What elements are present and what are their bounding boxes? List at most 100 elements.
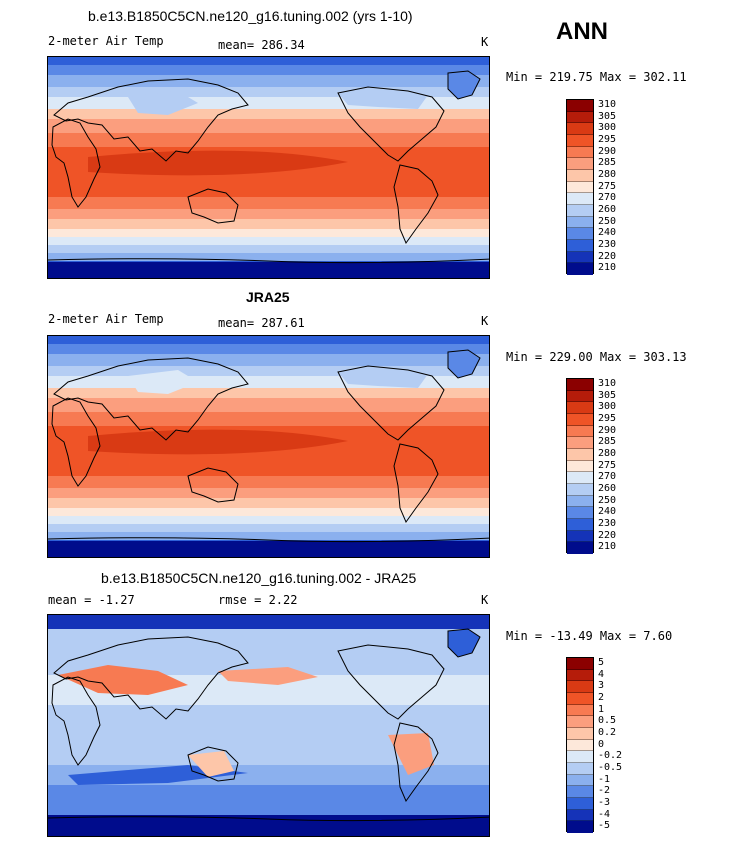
coastline-samerica xyxy=(393,722,439,803)
panel-obs-minmax: Min = 229.00 Max = 303.13 xyxy=(506,350,687,364)
colorbar-swatch xyxy=(567,821,593,833)
colorbar-swatch xyxy=(567,483,593,496)
coastline-antarctica xyxy=(48,258,489,264)
colorbar-swatch xyxy=(567,530,593,543)
colorbar-tick-label: 280 xyxy=(598,447,617,459)
colorbar-swatch xyxy=(567,716,593,728)
coastline-namerica xyxy=(337,644,445,720)
colorbar-tick-label: 0.5 xyxy=(598,715,617,727)
colorbar-swatch xyxy=(567,425,593,438)
colorbar-swatch xyxy=(567,100,593,112)
contour-band xyxy=(48,197,489,209)
colorbar-tick-label: 270 xyxy=(598,471,617,483)
contour-band xyxy=(48,615,489,629)
contour-band xyxy=(48,785,489,815)
contour-region xyxy=(338,87,428,109)
colorbar-swatch xyxy=(567,495,593,508)
contour-band xyxy=(48,229,489,237)
contour-band xyxy=(48,87,489,97)
colorbar-tick-label: 0 xyxy=(598,738,605,750)
coastline-eurasia xyxy=(53,78,249,162)
colorbar-tick-label: 220 xyxy=(598,529,617,541)
colorbar-tick-label: 285 xyxy=(598,157,617,169)
colorbar-tick-label: 295 xyxy=(598,412,617,424)
colorbar-tick-label: 220 xyxy=(598,250,617,262)
panel-obs-title: JRA25 xyxy=(246,289,290,305)
contour-band xyxy=(48,815,489,836)
colorbar-swatch xyxy=(567,681,593,693)
colorbar-tick-label: 305 xyxy=(598,389,617,401)
coastline-namerica xyxy=(337,365,445,441)
colorbar-tick-label: 260 xyxy=(598,203,617,215)
colorbar-tick-label: 275 xyxy=(598,180,617,192)
panel-model-variable: 2-meter Air Temp xyxy=(48,34,164,48)
coastline-antarctica xyxy=(48,537,489,543)
colorbar-tick-label: 4 xyxy=(598,668,605,680)
colorbar-tick-label: 2 xyxy=(598,691,605,703)
coastline-greenland xyxy=(447,628,481,658)
panel-diff-mean: mean = -1.27 xyxy=(48,593,135,607)
coastline-australia xyxy=(187,467,239,503)
colorbar-tick-label: -2 xyxy=(598,785,611,797)
panel-diff-map xyxy=(47,614,490,837)
coastline-eurasia xyxy=(53,636,249,720)
colorbar-swatch xyxy=(567,727,593,740)
panel-diff-rmse: rmse = 2.22 xyxy=(218,593,298,607)
coastline-antarctica xyxy=(48,816,489,822)
contour-region xyxy=(128,91,198,115)
contour-band xyxy=(48,75,489,87)
colorbar-swatch xyxy=(567,390,593,403)
colorbar-swatch xyxy=(567,413,593,426)
colorbar-tick-label: 285 xyxy=(598,436,617,448)
contour-band xyxy=(48,388,489,398)
colorbar-swatch xyxy=(567,123,593,135)
colorbar-tick-label: -0.2 xyxy=(598,750,623,762)
colorbar-swatch xyxy=(567,111,593,124)
colorbar-tick-label: 295 xyxy=(598,133,617,145)
contour-region xyxy=(448,629,480,657)
colorbar-tick-label: 1 xyxy=(598,703,605,715)
colorbar-tick-label: 260 xyxy=(598,482,617,494)
contour-region xyxy=(388,733,434,775)
colorbar-swatch xyxy=(567,797,593,810)
colorbar-tick-label: 230 xyxy=(598,517,617,529)
colorbar-swatch xyxy=(567,181,593,194)
contour-band xyxy=(48,354,489,366)
panel-diff-units: K xyxy=(481,593,489,607)
colorbar-swatch xyxy=(567,169,593,182)
colorbar-swatch xyxy=(567,228,593,240)
colorbar-swatch xyxy=(567,158,593,170)
coastline-africa xyxy=(51,118,101,208)
colorbar-swatch xyxy=(567,379,593,391)
coastline-greenland xyxy=(447,349,481,379)
coastline-africa xyxy=(51,397,101,487)
colorbar-swatch xyxy=(567,460,593,473)
contour-band xyxy=(48,253,489,261)
contour-region xyxy=(128,370,198,394)
colorbar-tick-label: 310 xyxy=(598,98,617,110)
contour-band xyxy=(48,412,489,426)
colorbar-tick-label: 280 xyxy=(598,168,617,180)
colorbar-swatch xyxy=(567,669,593,682)
colorbar-swatch xyxy=(567,251,593,264)
contour-band xyxy=(48,532,489,540)
colorbar-swatch xyxy=(567,739,593,752)
panel-diff-colorbar xyxy=(566,657,594,833)
colorbar-tick-label: -3 xyxy=(598,796,611,808)
colorbar-swatch xyxy=(567,134,593,147)
contour-band xyxy=(48,57,489,65)
colorbar-swatch xyxy=(567,692,593,705)
contour-band xyxy=(48,508,489,516)
panel-diff-minmax: Min = -13.49 Max = 7.60 xyxy=(506,629,673,643)
panel-model-map xyxy=(47,56,490,279)
colorbar-tick-label: 275 xyxy=(598,459,617,471)
colorbar-swatch xyxy=(567,704,593,717)
colorbar-swatch xyxy=(567,751,593,763)
colorbar-tick-label: 290 xyxy=(598,145,617,157)
colorbar-tick-label: 300 xyxy=(598,401,617,413)
contour-band xyxy=(48,245,489,253)
panel-model-units: K xyxy=(481,35,489,49)
colorbar-tick-label: 305 xyxy=(598,110,617,122)
colorbar-swatch xyxy=(567,774,593,787)
panel-diff-title: b.e13.B1850C5CN.ne120_g16.tuning.002 - J… xyxy=(101,570,417,586)
